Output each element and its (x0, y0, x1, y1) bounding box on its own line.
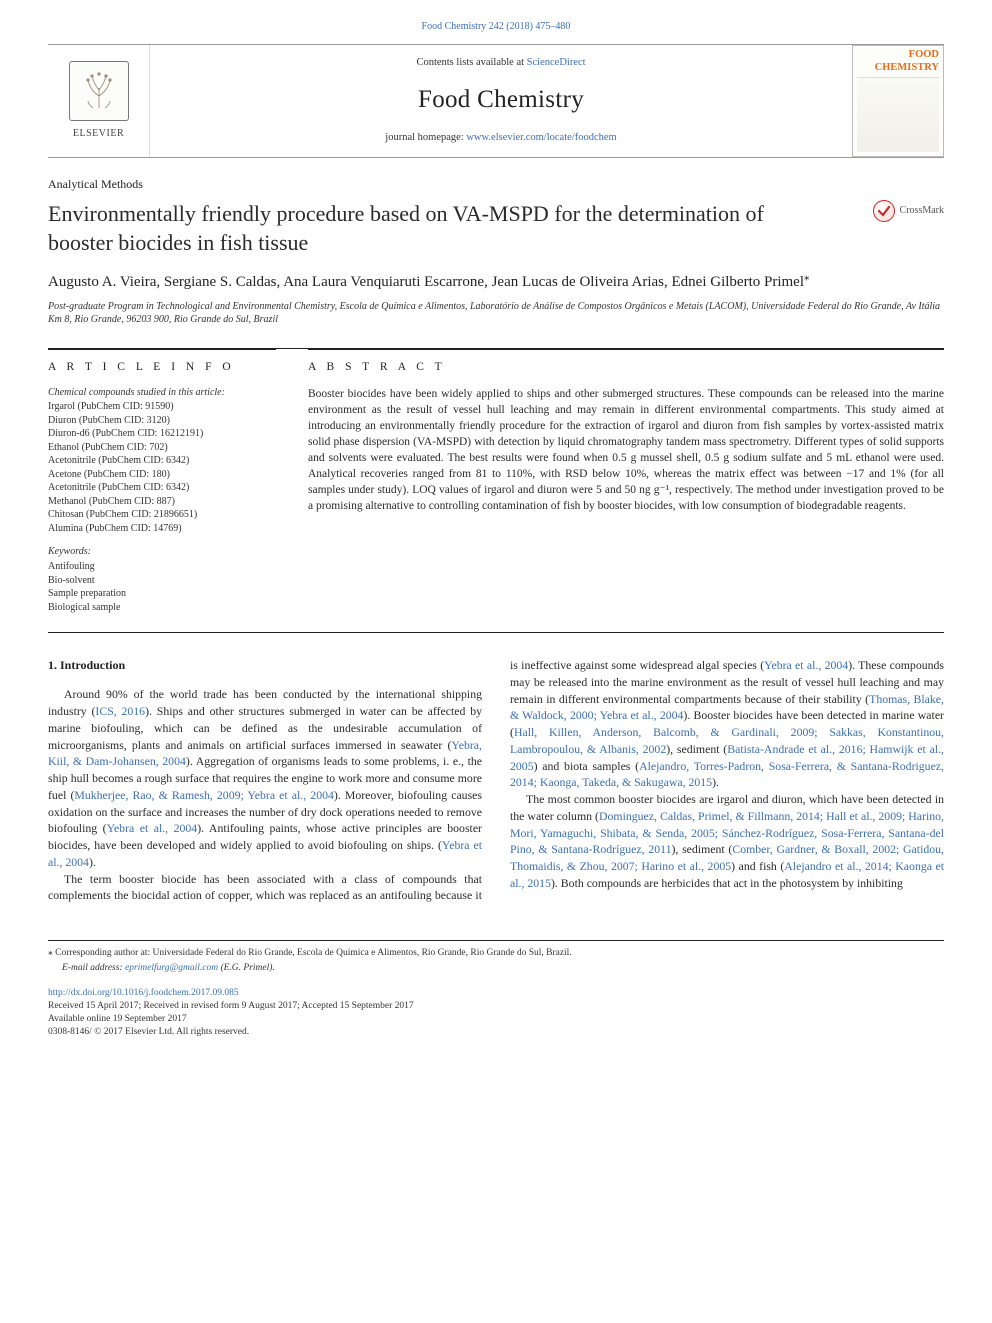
citation-link[interactable]: Yebra et al., 2004 (107, 821, 198, 835)
body-text: ), sediment ( (671, 842, 732, 856)
keyword-item: Biological sample (48, 601, 276, 615)
top-citation-link[interactable]: Food Chemistry 242 (2018) 475–480 (422, 21, 571, 32)
keywords-label: Keywords: (48, 545, 276, 559)
affiliation: Post-graduate Program in Technological a… (48, 300, 944, 326)
body-paragraph: The most common booster biocides are irg… (510, 791, 944, 892)
article-title: Environmentally friendly procedure based… (48, 200, 828, 257)
contents-available: Contents lists available at ScienceDirec… (170, 56, 832, 70)
article-info-column: A R T I C L E I N F O Chemical compounds… (48, 349, 276, 614)
body-text: ). Both compounds are herbicides that ac… (551, 876, 903, 890)
email-link[interactable]: eprimelfurg@gmail.com (125, 963, 218, 973)
citation-link[interactable]: Mukherjee, Rao, & Ramesh, 2009; Yebra et… (74, 788, 334, 802)
body-text: ). (712, 775, 719, 789)
compound-item: Ethanol (PubChem CID: 702) (48, 441, 276, 455)
footnotes: ⁎ Corresponding author at: Universidade … (48, 940, 944, 1038)
citation-link[interactable]: ICS, 2016 (95, 704, 145, 718)
citation-link[interactable]: Yebra et al., 2004 (764, 658, 848, 672)
cover-body (857, 77, 939, 152)
email-suffix: (E.G. Primel). (218, 963, 275, 973)
abstract-heading: A B S T R A C T (308, 360, 944, 376)
sciencedirect-link[interactable]: ScienceDirect (527, 57, 586, 68)
abstract-column: A B S T R A C T Booster biocides have be… (308, 349, 944, 614)
compounds-list: Irgarol (PubChem CID: 91590) Diuron (Pub… (48, 400, 276, 535)
compounds-label: Chemical compounds studied in this artic… (48, 386, 276, 400)
doi-block: http://dx.doi.org/10.1016/j.foodchem.201… (48, 987, 944, 1038)
compound-item: Alumina (PubChem CID: 14769) (48, 522, 276, 536)
publisher-logo: ELSEVIER (48, 45, 150, 157)
compound-item: Acetone (PubChem CID: 180) (48, 468, 276, 482)
cover-title-1: FOOD (857, 50, 939, 61)
compound-item: Diuron-d6 (PubChem CID: 16212191) (48, 427, 276, 441)
keyword-item: Sample preparation (48, 587, 276, 601)
abstract-text: Booster biocides have been widely applie… (308, 386, 944, 515)
keyword-item: Bio-solvent (48, 574, 276, 588)
header-center: Contents lists available at ScienceDirec… (150, 46, 852, 155)
journal-name: Food Chemistry (170, 83, 832, 118)
body-text: ) and fish ( (731, 859, 784, 873)
homepage-link[interactable]: www.elsevier.com/locate/foodchem (466, 132, 616, 143)
publisher-name: ELSEVIER (73, 127, 124, 141)
compound-item: Chitosan (PubChem CID: 21896651) (48, 508, 276, 522)
body-text: ), sediment ( (666, 742, 727, 756)
doi-link[interactable]: http://dx.doi.org/10.1016/j.foodchem.201… (48, 988, 239, 998)
intro-heading: 1. Introduction (48, 657, 482, 674)
crossmark-icon (873, 200, 895, 222)
corresponding-marker: ⁎ (804, 271, 810, 283)
body-text: ). (89, 855, 96, 869)
body-paragraph: Around 90% of the world trade has been c… (48, 686, 482, 870)
title-row: Environmentally friendly procedure based… (48, 200, 944, 257)
available-line: Available online 19 September 2017 (48, 1013, 944, 1026)
compound-item: Acetonitrile (PubChem CID: 6342) (48, 454, 276, 468)
info-abstract-block: A R T I C L E I N F O Chemical compounds… (48, 348, 944, 633)
contents-prefix: Contents lists available at (416, 57, 526, 68)
crossmark-badge[interactable]: CrossMark (873, 200, 944, 222)
compound-item: Irgarol (PubChem CID: 91590) (48, 400, 276, 414)
article-category: Analytical Methods (48, 176, 944, 193)
email-label: E-mail address: (62, 963, 125, 973)
article-info-heading: A R T I C L E I N F O (48, 360, 276, 376)
crossmark-label: CrossMark (900, 204, 944, 218)
journal-homepage: journal homepage: www.elsevier.com/locat… (170, 131, 832, 145)
keywords-list: Antifouling Bio-solvent Sample preparati… (48, 560, 276, 614)
compound-item: Methanol (PubChem CID: 887) (48, 495, 276, 509)
body-text: ) and biota samples ( (534, 759, 639, 773)
top-citation: Food Chemistry 242 (2018) 475–480 (48, 20, 944, 34)
homepage-prefix: journal homepage: (385, 132, 466, 143)
authors: Augusto A. Vieira, Sergiane S. Caldas, A… (48, 270, 944, 292)
keyword-item: Antifouling (48, 560, 276, 574)
journal-header: ELSEVIER Contents lists available at Sci… (48, 44, 944, 158)
journal-cover-thumbnail: FOOD CHEMISTRY (852, 45, 944, 157)
copyright-line: 0308-8146/ © 2017 Elsevier Ltd. All righ… (48, 1026, 944, 1039)
received-line: Received 15 April 2017; Received in revi… (48, 1000, 944, 1013)
cover-title-2: CHEMISTRY (857, 63, 939, 74)
elsevier-tree-icon (69, 61, 129, 121)
email-line: E-mail address: eprimelfurg@gmail.com (E… (48, 962, 944, 975)
corresponding-author-note: ⁎ Corresponding author at: Universidade … (48, 947, 944, 960)
article-body: 1. Introduction Around 90% of the world … (48, 657, 944, 904)
authors-list: Augusto A. Vieira, Sergiane S. Caldas, A… (48, 274, 804, 290)
compound-item: Diuron (PubChem CID: 3120) (48, 414, 276, 428)
compound-item: Acetonitrile (PubChem CID: 6342) (48, 481, 276, 495)
